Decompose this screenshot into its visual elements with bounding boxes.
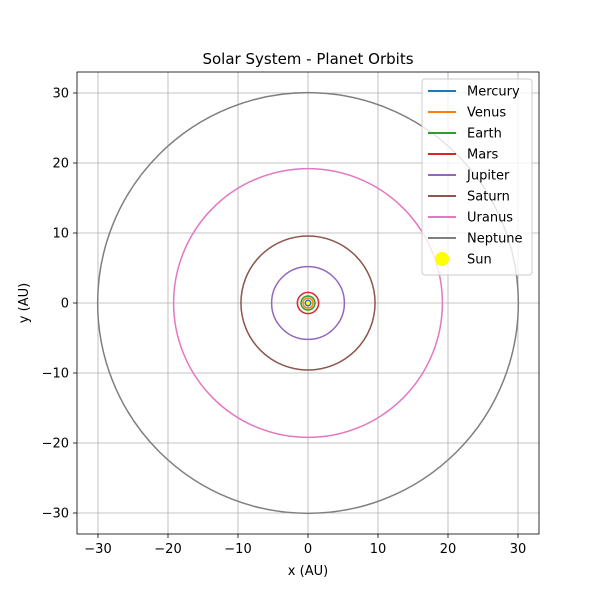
- legend-label-earth: Earth: [467, 127, 502, 142]
- x-tick-label: 0: [304, 542, 312, 557]
- orbit-layer: [96, 91, 520, 515]
- x-tick-label: −20: [154, 542, 181, 557]
- y-tick-label: −10: [42, 367, 69, 382]
- y-tick-label: 10: [52, 227, 69, 242]
- legend-label-mars: Mars: [467, 148, 499, 163]
- orbit-venus: [302, 297, 314, 309]
- y-axis-label: y (AU): [17, 283, 32, 323]
- orbit-saturn: [240, 235, 376, 371]
- x-tick-label: 20: [440, 542, 457, 557]
- legend-box: [421, 78, 533, 276]
- chart-title: Solar System - Planet Orbits: [202, 50, 413, 68]
- x-tick-label: −10: [224, 542, 251, 557]
- legend-label-sun: Sun: [467, 253, 492, 268]
- legend-label-saturn: Saturn: [467, 190, 510, 205]
- y-tick-label: 30: [52, 87, 69, 102]
- legend-label-venus: Venus: [467, 106, 506, 121]
- axes-layer: −30 −30 −20 −20 −10 −10 0 0 10 10 20 20 30 30: [42, 71, 540, 557]
- legend-label-uranus: Uranus: [467, 211, 513, 226]
- x-tick-label: 10: [370, 542, 387, 557]
- x-tick-label: 30: [510, 542, 527, 557]
- orbit-mars: [296, 291, 320, 315]
- orbit-jupiter: [270, 265, 346, 341]
- y-tick-label: 20: [52, 157, 69, 172]
- legend-label-neptune: Neptune: [467, 232, 523, 247]
- orbit-mercury: [304, 299, 312, 307]
- x-axis-label: x (AU): [288, 564, 328, 579]
- legend-label-mercury: Mercury: [467, 85, 520, 100]
- sun-marker: [306, 301, 310, 305]
- y-tick-label: −20: [42, 437, 69, 452]
- legend-label-jupiter: Jupiter: [466, 169, 510, 184]
- orbit-neptune: [96, 91, 520, 515]
- legend: Mercury Venus Earth Mars Jupiter Saturn Uranus…: [421, 78, 533, 276]
- orbit-uranus: [172, 167, 444, 439]
- y-tick-label: −30: [42, 507, 69, 522]
- legend-swatch-sun: [435, 252, 449, 266]
- orbit-earth: [300, 295, 316, 311]
- y-tick-label: 0: [61, 297, 69, 312]
- x-tick-label: −30: [84, 542, 111, 557]
